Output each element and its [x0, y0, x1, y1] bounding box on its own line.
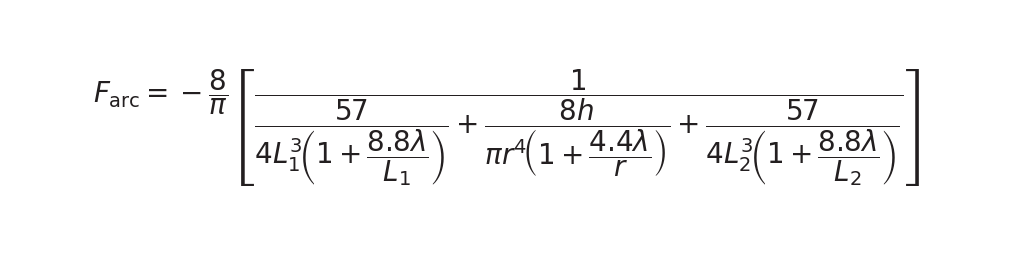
- Text: $F_{\mathrm{arc}} = -\dfrac{8}{\pi}\left[\dfrac{1}{\dfrac{57}{4L_1^{3}\!\left(1+: $F_{\mathrm{arc}} = -\dfrac{8}{\pi}\left…: [93, 67, 921, 187]
